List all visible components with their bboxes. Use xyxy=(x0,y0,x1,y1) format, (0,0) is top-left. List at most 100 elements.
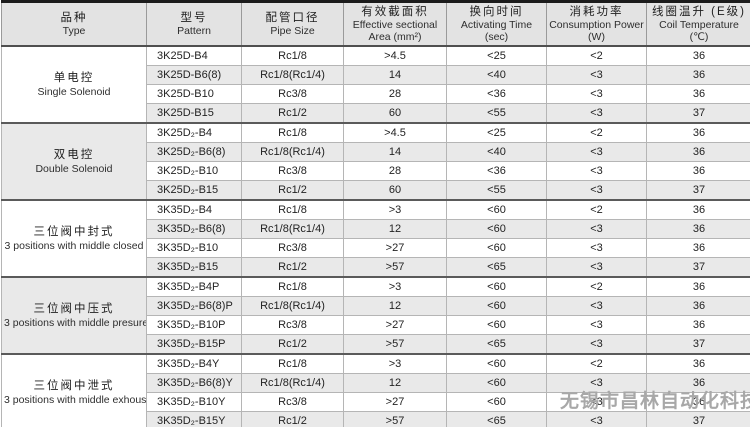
temp-cell: 36 xyxy=(646,122,750,143)
pattern-cell: 3K35D₂-B15P xyxy=(146,334,242,355)
time-cell: <65 xyxy=(446,257,547,278)
temp-cell: 36 xyxy=(646,276,750,297)
time-cell: <55 xyxy=(446,180,547,201)
area-cell: 12 xyxy=(343,219,447,239)
table-row: 3K35D₂-B10 Rc3/8 >27 <60 <3 36 xyxy=(2,238,750,258)
area-cell: 28 xyxy=(343,161,447,181)
power-cell: <3 xyxy=(546,219,647,239)
group-type-en: 3 positions with middle presure xyxy=(4,316,147,329)
pattern-cell: 3K25D-B10 xyxy=(146,84,242,104)
col-header-consumption-power-zh: 消耗功率 xyxy=(569,5,624,18)
col-header-activating-time: 换向时间 Activating Time (sec) xyxy=(446,1,547,47)
pipe-size-cell: Rc3/8 xyxy=(241,161,344,181)
temp-cell: 36 xyxy=(646,353,750,374)
area-cell: >3 xyxy=(343,199,447,220)
temp-cell: 36 xyxy=(646,238,750,258)
area-cell: 28 xyxy=(343,84,447,104)
col-header-effective-area-unit: Area (mm²) xyxy=(368,30,422,43)
pipe-size-cell: Rc1/8(Rc1/4) xyxy=(241,142,344,162)
col-header-pattern-zh: 型号 xyxy=(180,11,208,24)
temp-cell: 37 xyxy=(646,180,750,201)
time-cell: <25 xyxy=(446,122,547,143)
col-header-pipe-size-zh: 配管口径 xyxy=(265,11,320,24)
power-cell: <3 xyxy=(546,392,647,412)
power-cell: <3 xyxy=(546,296,647,316)
table-row: 3K35D₂-B10Y Rc3/8 >27 <60 <3 36 xyxy=(2,392,750,412)
pattern-cell: 3K25D₂-B6(8) xyxy=(146,142,242,162)
power-cell: <2 xyxy=(546,353,647,374)
col-header-pattern: 型号 Pattern xyxy=(146,1,242,47)
table-row: 三位阀中泄式 3 positions with middle exhoust 3K3… xyxy=(1,353,750,427)
col-header-coil-temperature-zh: 线圈温升 (E级) xyxy=(651,5,747,18)
group-type-zh: 三位阀中泄式 xyxy=(33,379,115,392)
table-row: 双电控 Double Solenoid 3K25D₂-B4 Rc1/8 >4.5 <25 <… xyxy=(1,122,750,201)
temp-cell: 37 xyxy=(646,257,750,278)
temp-cell: 37 xyxy=(646,411,750,427)
pipe-size-cell: Rc1/8(Rc1/4) xyxy=(241,65,344,85)
col-header-type-zh: 品种 xyxy=(60,11,88,24)
group-type-cell: 三位阀中泄式 3 positions with middle exhoust xyxy=(1,353,147,427)
temp-cell: 36 xyxy=(646,161,750,181)
table-row: 单电控 Single Solenoid 3K25D-B4 Rc1/8 >4.5 <25 <2… xyxy=(1,45,750,124)
pattern-cell: 3K35D₂-B10Y xyxy=(146,392,242,412)
area-cell: >57 xyxy=(343,334,447,355)
temp-cell: 36 xyxy=(646,65,750,85)
area-cell: >27 xyxy=(343,315,447,335)
table-body: 单电控 Single Solenoid 3K25D-B4 Rc1/8 >4.5 <25 <2… xyxy=(1,45,750,427)
power-cell: <2 xyxy=(546,276,647,297)
area-cell: >3 xyxy=(343,353,447,374)
col-header-coil-temperature-en: Coil Temperature xyxy=(659,18,739,31)
pipe-size-cell: Rc1/2 xyxy=(241,411,344,427)
col-header-pattern-en: Pattern xyxy=(177,24,211,37)
pipe-size-cell: Rc1/8 xyxy=(241,199,344,220)
group-type-en: 3 positions with middle closed xyxy=(4,239,144,252)
temp-cell: 36 xyxy=(646,392,750,412)
area-cell: 14 xyxy=(343,142,447,162)
pipe-size-cell: Rc1/8 xyxy=(241,45,344,66)
power-cell: <3 xyxy=(546,257,647,278)
pipe-size-cell: Rc3/8 xyxy=(241,315,344,335)
time-cell: <60 xyxy=(446,219,547,239)
pipe-size-cell: Rc1/8(Rc1/4) xyxy=(241,219,344,239)
group-type-cell: 三位阀中压式 3 positions with middle presure xyxy=(1,276,147,355)
col-header-consumption-power-unit: (W) xyxy=(588,30,605,43)
area-cell: 12 xyxy=(343,296,447,316)
temp-cell: 36 xyxy=(646,315,750,335)
group-type-cell: 三位阀中封式 3 positions with middle closed xyxy=(1,199,147,278)
table-row: 3K25D-B6(8) Rc1/8(Rc1/4) 14 <40 <3 36 xyxy=(2,65,750,85)
area-cell: 12 xyxy=(343,373,447,393)
pattern-cell: 3K35D₂-B6(8) xyxy=(146,219,242,239)
area-cell: >4.5 xyxy=(343,122,447,143)
pattern-cell: 3K35D₂-B6(8)Y xyxy=(146,373,242,393)
time-cell: <60 xyxy=(446,353,547,374)
area-cell: >57 xyxy=(343,411,447,427)
group-type-cell: 单电控 Single Solenoid xyxy=(1,45,147,124)
col-header-consumption-power-en: Consumption Power xyxy=(549,18,644,31)
temp-cell: 36 xyxy=(646,142,750,162)
pattern-cell: 3K35D₂-B10 xyxy=(146,238,242,258)
time-cell: <60 xyxy=(446,276,547,297)
time-cell: <60 xyxy=(446,199,547,220)
power-cell: <3 xyxy=(546,180,647,201)
col-header-activating-time-zh: 换向时间 xyxy=(469,5,524,18)
temp-cell: 36 xyxy=(646,84,750,104)
time-cell: <25 xyxy=(446,45,547,66)
time-cell: <60 xyxy=(446,315,547,335)
area-cell: >27 xyxy=(343,392,447,412)
temp-cell: 37 xyxy=(646,103,750,124)
col-header-type-en: Type xyxy=(62,24,86,37)
power-cell: <3 xyxy=(546,238,647,258)
temp-cell: 36 xyxy=(646,373,750,393)
power-cell: <3 xyxy=(546,103,647,124)
time-cell: <40 xyxy=(446,65,547,85)
col-header-effective-area-en: Effective sectional xyxy=(352,18,438,31)
power-cell: <2 xyxy=(546,122,647,143)
pipe-size-cell: Rc1/8 xyxy=(241,353,344,374)
col-header-coil-temperature: 线圈温升 (E级) Coil Temperature (℃) xyxy=(646,1,750,47)
pattern-cell: 3K25D₂-B10 xyxy=(146,161,242,181)
area-cell: >4.5 xyxy=(343,45,447,66)
time-cell: <65 xyxy=(446,411,547,427)
group-type-zh: 三位阀中封式 xyxy=(33,225,115,238)
power-cell: <3 xyxy=(546,65,647,85)
